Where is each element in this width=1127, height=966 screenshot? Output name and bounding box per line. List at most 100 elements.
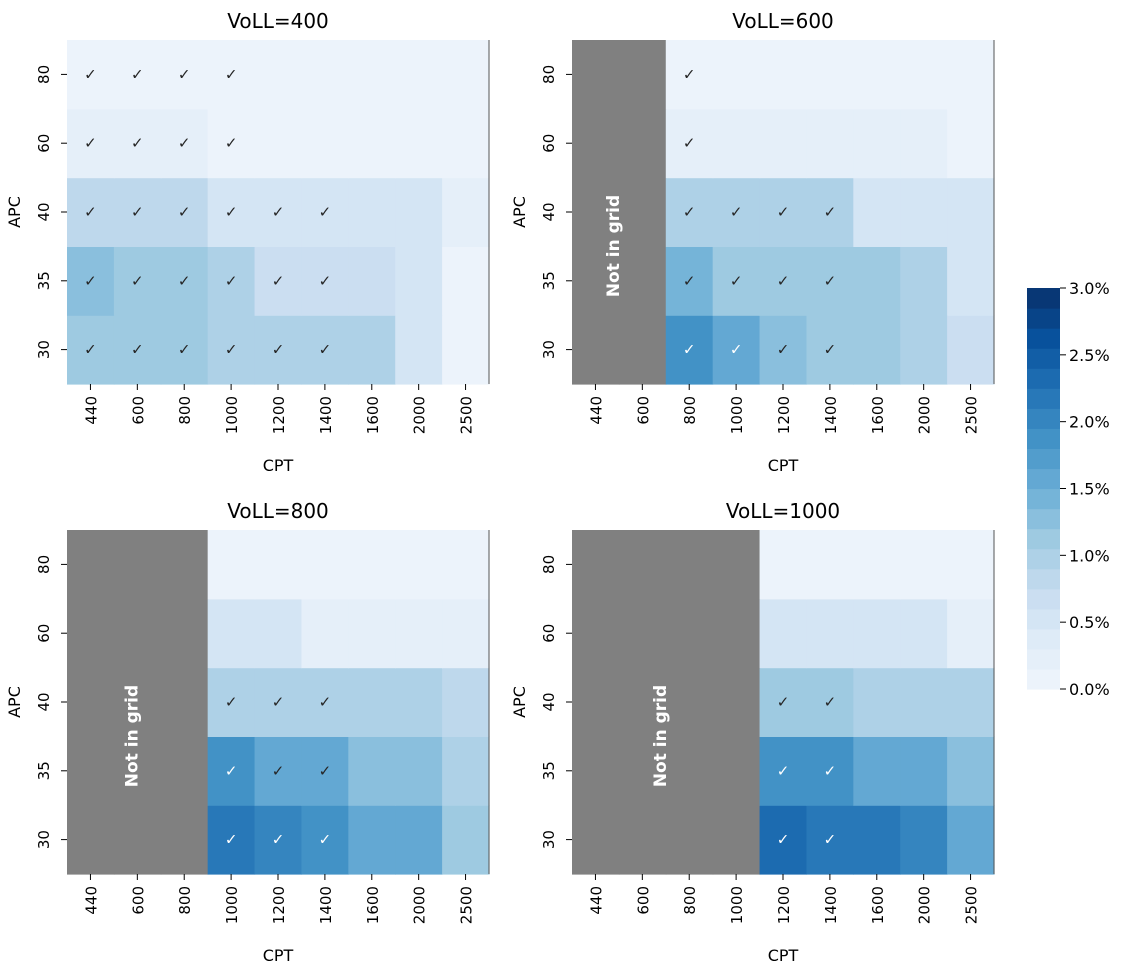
colorbar-segment-7 (1027, 528, 1060, 550)
panel-3-cell-r0-c2 (160, 805, 209, 875)
panel-1-cell-r3-c1 (113, 108, 162, 179)
panel-3-cell-r0-c3 (207, 805, 256, 875)
panel-3-cell-r3-c8 (442, 598, 490, 669)
panel-2-cell-r2-c1 (618, 177, 667, 247)
panel-4-cell-r0-c1 (618, 805, 667, 875)
panel-3-xtick-label-6: 1600 (364, 886, 382, 924)
panel-1-check-r1-c3: ✓ (225, 272, 238, 290)
panel-1-cell-r0-c5 (301, 315, 349, 385)
panel-3-ytick-label-3: 60 (35, 624, 53, 643)
panel-4-xtick-label-2: 800 (681, 886, 699, 915)
panel-4-title: VoLL=1000 (726, 499, 840, 523)
panel-1-cell-r3-c5 (301, 108, 349, 179)
panel-2-cell-r0-c7 (900, 315, 948, 385)
panel-4-cell-r0-c2 (665, 805, 714, 875)
panel-4-ylabel: APC (510, 686, 529, 718)
panel-1-check-r2-c3: ✓ (225, 203, 238, 221)
panel-1-xtick-label-1: 600 (129, 396, 147, 425)
panel-4-ytick-label-0: 30 (540, 830, 558, 849)
colorbar-segment-15 (1027, 368, 1060, 389)
panel-1-cell-r4-c8 (442, 40, 490, 110)
panel-1-cell-r0-c4 (254, 315, 303, 385)
panel-4-xtick-label-4: 1200 (775, 886, 793, 924)
panel-2-cell-r0-c3 (712, 315, 761, 385)
panel-3-cell-r0-c7 (395, 805, 443, 875)
colorbar-tick-label-1: 0.5% (1069, 613, 1110, 632)
panel-4-cell-r4-c4 (759, 530, 808, 600)
panel-1-ytick-label-4: 80 (35, 65, 53, 84)
panel-2-ytick-label-3: 60 (540, 134, 558, 153)
panel-4-cell-r4-c7 (900, 530, 948, 600)
panel-2-cell-r4-c5 (806, 40, 854, 110)
panel-4-cell-r3-c7 (900, 598, 948, 669)
panel-2-check-r0-c5: ✓ (824, 341, 837, 359)
panel-2-cell-r2-c8 (947, 177, 995, 247)
panel-4-cell-r2-c4 (759, 667, 808, 737)
panel-3-cell-r2-c3 (207, 667, 256, 737)
panel-2-cell-r2-c2 (665, 177, 714, 247)
panel-2-cell-r4-c2 (665, 40, 714, 110)
panel-1-check-r0-c4: ✓ (272, 341, 285, 359)
panel-2-cell-r1-c5 (806, 246, 854, 316)
panel-4-cell-r1-c4 (759, 736, 808, 806)
panel-3-xtick-label-5: 1400 (317, 886, 335, 924)
panel-2-cell-r2-c6 (853, 177, 901, 247)
panel-3-cell-r2-c5 (301, 667, 349, 737)
panel-2-missing-label: Not in grid (604, 195, 624, 297)
panel-1-cell-r4-c6 (348, 40, 396, 110)
panel-3-check-r2-c4: ✓ (272, 693, 285, 711)
panel-2-xtick-label-1: 600 (634, 396, 652, 425)
panel-4-cell-r2-c1 (618, 667, 667, 737)
colorbar-segment-8 (1027, 508, 1060, 530)
panel-1-cell-r0-c3 (207, 315, 256, 385)
panel-1-check-r4-c1: ✓ (131, 65, 144, 83)
panel-3-cell-r0-c5 (301, 805, 349, 875)
panel-3-ytick-label-4: 80 (35, 555, 53, 574)
panel-4-cell-r4-c5 (806, 530, 854, 600)
panel-1-cell-r2-c6 (348, 177, 396, 247)
panel-2-cell-r3-c1 (618, 108, 667, 179)
panel-1-check-r4-c0: ✓ (84, 65, 97, 83)
panel-3-cell-r1-c1 (113, 736, 162, 806)
panel-3-ytick-label-1: 35 (35, 761, 53, 780)
panel-3-check-r1-c3: ✓ (225, 762, 238, 780)
panel-3-cell-r1-c6 (348, 736, 396, 806)
panel-2-check-r1-c3: ✓ (730, 272, 743, 290)
panel-2-cell-r1-c1 (618, 246, 667, 316)
panel-3-cell-r2-c8 (442, 667, 490, 737)
panel-1-cell-r2-c8 (442, 177, 490, 247)
panel-4-check-r2-c5: ✓ (824, 693, 837, 711)
panel-4-check-r2-c4: ✓ (777, 693, 790, 711)
panel-4-cell-r2-c5 (806, 667, 854, 737)
panel-1-check-r2-c4: ✓ (272, 203, 285, 221)
panel-2-ytick-label-4: 80 (540, 65, 558, 84)
panel-3-xtick-label-4: 1200 (270, 886, 288, 924)
panel-1-cell-r1-c4 (254, 246, 303, 316)
colorbar-segment-12 (1027, 428, 1060, 449)
panel-2-cell-r2-c3 (712, 177, 761, 247)
panel-2-ylabel: APC (510, 196, 529, 228)
panel-3-cell-r3-c4 (254, 598, 303, 669)
panel-1-ytick-label-1: 35 (35, 271, 53, 290)
panel-4-missing-label: Not in grid (651, 685, 671, 787)
panel-2-cell-r3-c8 (947, 108, 995, 179)
panel-1-check-r2-c2: ✓ (178, 203, 191, 221)
panel-1-cell-r2-c5 (301, 177, 349, 247)
panel-4-ytick-label-2: 40 (540, 692, 558, 711)
colorbar-segment-5 (1027, 568, 1060, 590)
panel-1-check-r1-c5: ✓ (319, 272, 332, 290)
panel-2-cell-r1-c7 (900, 246, 948, 316)
panel-3-cell-r0-c1 (113, 805, 162, 875)
panel-3-cell-r0-c8 (442, 805, 490, 875)
panel-1-xtick-label-6: 1600 (364, 396, 382, 434)
panel-4-cell-r2-c3 (712, 667, 761, 737)
panel-1-title: VoLL=400 (227, 9, 329, 33)
panel-2-xtick-label-0: 440 (587, 396, 605, 425)
panel-1-cell-r1-c8 (442, 246, 490, 316)
panel-2-cell-r0-c4 (759, 315, 808, 385)
panel-4-cell-r4-c1 (618, 530, 667, 600)
panel-3-check-r2-c3: ✓ (225, 693, 238, 711)
panel-4-ytick-label-1: 35 (540, 761, 558, 780)
panel-1-cell-r2-c7 (395, 177, 443, 247)
panel-3-cell-r2-c1 (113, 667, 162, 737)
